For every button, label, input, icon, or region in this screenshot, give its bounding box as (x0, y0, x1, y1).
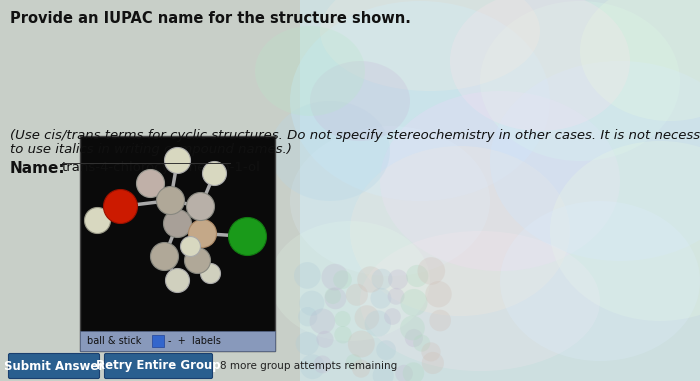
Circle shape (405, 329, 423, 347)
Ellipse shape (290, 1, 550, 201)
Circle shape (200, 264, 220, 283)
Circle shape (228, 218, 267, 256)
Text: Retry Entire Group: Retry Entire Group (96, 360, 220, 373)
Circle shape (388, 269, 408, 290)
Circle shape (346, 284, 368, 306)
Circle shape (295, 332, 319, 355)
Ellipse shape (480, 1, 680, 161)
Ellipse shape (270, 221, 430, 341)
Circle shape (164, 210, 192, 237)
Ellipse shape (310, 61, 410, 141)
Bar (152, 335, 164, 347)
Circle shape (372, 269, 393, 290)
Circle shape (202, 162, 227, 186)
Bar (300, 0, 700, 381)
Ellipse shape (380, 91, 620, 271)
FancyBboxPatch shape (104, 354, 213, 378)
Circle shape (335, 311, 351, 327)
Text: Name:: Name: (10, 161, 66, 176)
Circle shape (325, 288, 341, 304)
Circle shape (422, 352, 444, 374)
FancyBboxPatch shape (8, 354, 99, 378)
Circle shape (357, 266, 384, 293)
Circle shape (388, 288, 405, 305)
Circle shape (429, 310, 451, 331)
Circle shape (298, 307, 317, 327)
Circle shape (370, 288, 391, 309)
Circle shape (165, 269, 190, 293)
Circle shape (426, 281, 452, 307)
Circle shape (376, 340, 396, 360)
Circle shape (186, 192, 214, 221)
Ellipse shape (350, 146, 570, 316)
Circle shape (421, 342, 440, 362)
Circle shape (164, 147, 190, 173)
Ellipse shape (290, 126, 490, 276)
Circle shape (400, 289, 428, 316)
Text: Provide an IUPAC name for the structure shown.: Provide an IUPAC name for the structure … (10, 11, 411, 26)
Circle shape (150, 242, 178, 271)
Text: ball & stick: ball & stick (87, 336, 141, 346)
Circle shape (314, 355, 331, 373)
Circle shape (136, 170, 164, 197)
Circle shape (300, 354, 325, 379)
Circle shape (104, 189, 137, 224)
Text: (Use cis/trans terms for cyclic structures. Do not specify stereochemistry in ot: (Use cis/trans terms for cyclic structur… (10, 129, 700, 142)
Circle shape (294, 262, 321, 289)
Circle shape (335, 326, 351, 343)
Circle shape (346, 354, 362, 370)
Circle shape (384, 308, 401, 325)
Ellipse shape (580, 0, 700, 121)
Circle shape (400, 315, 425, 340)
Circle shape (316, 331, 334, 348)
Circle shape (402, 362, 424, 381)
Text: Submit Answer: Submit Answer (4, 360, 104, 373)
Circle shape (417, 257, 445, 285)
Circle shape (321, 264, 348, 290)
Circle shape (348, 331, 374, 357)
Ellipse shape (490, 61, 700, 261)
Circle shape (185, 248, 211, 274)
Text: 8 more group attempts remaining: 8 more group attempts remaining (220, 361, 398, 371)
Text: to use italics in writing compound names.): to use italics in writing compound names… (10, 143, 292, 156)
Circle shape (85, 208, 111, 234)
Circle shape (309, 309, 335, 334)
Text: -  +  labels: - + labels (168, 336, 221, 346)
Circle shape (395, 365, 413, 381)
Circle shape (413, 335, 430, 352)
Ellipse shape (255, 26, 365, 116)
Circle shape (406, 265, 428, 287)
Ellipse shape (550, 141, 700, 321)
Text: trans-4-chlorocyclohexan-1-ol: trans-4-chlorocyclohexan-1-ol (62, 161, 261, 174)
Circle shape (333, 270, 352, 289)
Ellipse shape (500, 201, 700, 361)
Circle shape (352, 360, 370, 378)
Circle shape (181, 237, 200, 256)
Bar (80, 136, 275, 351)
Circle shape (372, 365, 394, 381)
Circle shape (354, 305, 379, 330)
Bar (80, 331, 275, 351)
Ellipse shape (360, 231, 600, 371)
Circle shape (325, 287, 346, 309)
Ellipse shape (320, 0, 540, 91)
Ellipse shape (270, 101, 390, 201)
Circle shape (188, 219, 216, 248)
Circle shape (299, 291, 324, 316)
Ellipse shape (450, 0, 630, 131)
Circle shape (157, 187, 185, 215)
Circle shape (365, 311, 391, 337)
